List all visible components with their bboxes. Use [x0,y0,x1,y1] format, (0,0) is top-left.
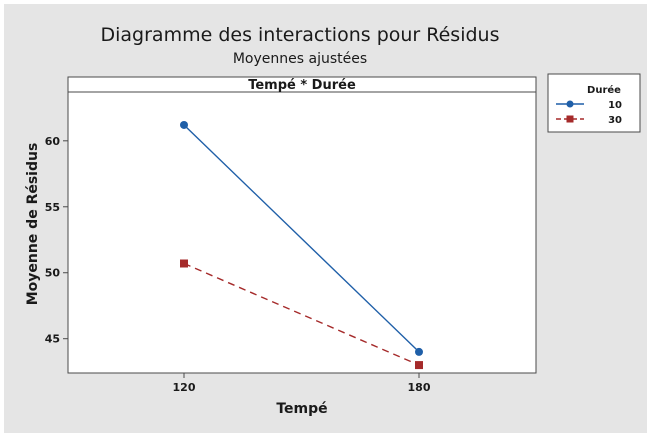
series-group [180,120,423,370]
legend-marker [566,100,574,108]
legend-label: 10 [608,100,622,111]
data-point [180,259,188,268]
x-tick-label: 120 [173,381,196,394]
y-tick-label: 45 [45,333,60,346]
chart-title: Diagramme des interactions pour Résidus [101,24,500,46]
y-axis: 45 50 55 60 [45,135,68,346]
y-tick-label: 50 [45,267,61,280]
chart-subtitle: Moyennes ajustées [233,51,367,67]
data-point [415,347,423,356]
legend-label: 30 [608,115,622,126]
series-line-30 [183,262,420,366]
legend-marker [566,115,574,123]
data-point [415,361,423,370]
x-tick-label: 180 [408,381,431,394]
plot-area [67,76,537,374]
data-point [180,120,188,129]
legend-title: Durée [587,84,621,96]
legend-box [547,73,641,133]
x-axis-label: Tempé [276,401,327,417]
y-tick-label: 60 [45,135,61,148]
panel-strip [67,76,537,93]
x-axis: 120 180 [173,373,431,394]
series-line-10 [183,124,420,353]
y-tick-label: 55 [45,201,60,214]
panel-label: Tempé * Durée [248,78,356,93]
y-axis-label: Moyenne de Résidus [25,143,41,306]
